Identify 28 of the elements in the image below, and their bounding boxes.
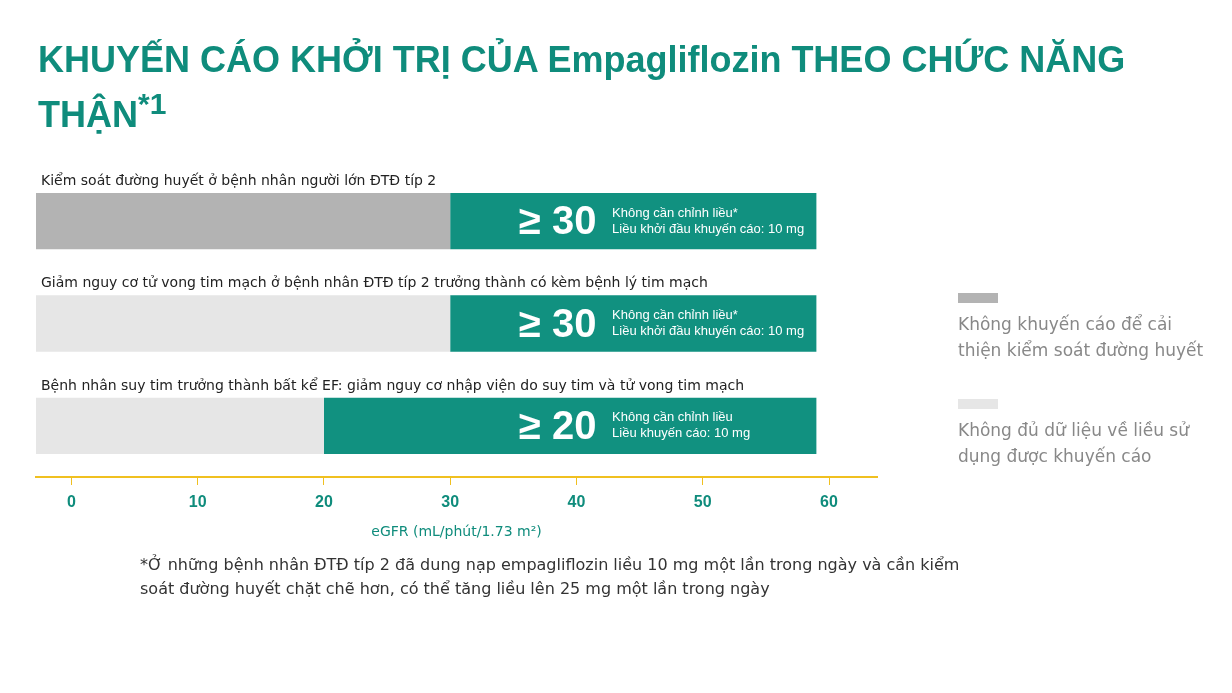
chart-title: KHUYẾN CÁO KHỞI TRỊ CỦA Empagliflozin THEO CHỨC NĂNG THẬN$^{*1}$ (38, 38, 1127, 137)
x-tick-label: 10 (188, 493, 207, 511)
x-tick-label: 60 (820, 493, 839, 511)
bar (323, 397, 817, 454)
legend-label: Không đủ dữ liệu về liều sử dụng được khuyến cáo (958, 419, 1191, 468)
annotation: Không cần chỉnh liều* (612, 204, 738, 220)
x-tick-label: 40 (567, 493, 586, 511)
data-label: ≥ 30 (518, 198, 597, 243)
annotation: Liều khởi đầu khuyến cáo: 10 mg (612, 220, 805, 236)
bar (36, 397, 324, 454)
x-tick-label: 0 (66, 493, 76, 511)
x-axis-title: eGFR (mL/phút/1.73 m²) (371, 523, 542, 540)
legend-label: Không khuyến cáo để cải thiện kiểm soát đường huyết (958, 313, 1205, 362)
y-tick-label: Giảm nguy cơ tử vong tim mạch ở bệnh nhân ĐTĐ típ 2 trưởng thành có kèm bệnh lý tim mạch (41, 274, 708, 291)
annotation: Liều khởi đầu khuyến cáo: 10 mg (612, 323, 805, 339)
x-tick-label: 20 (315, 493, 333, 511)
x-tick-label: 30 (441, 493, 460, 511)
bar (36, 193, 451, 250)
bar (36, 295, 451, 352)
data-label: ≥ 20 (518, 402, 597, 447)
annotation: Không cần chỉnh liều* (612, 307, 738, 323)
text: *Ở những bệnh nhân ĐTĐ típ 2 đã dung nạp empagliflozin liều 10 mg một lần trong ngày và cần kiểm soát đường huyết chặt chẽ hơn, có thể tăng liều lên 25 mg một lần trong ngày (140, 553, 961, 600)
data-label: ≥ 30 (518, 300, 597, 345)
annotation: Không cần chỉnh liều (612, 409, 733, 425)
x-tick-label: 50 (693, 493, 712, 511)
y-tick-label: Kiểm soát đường huyết ở bệnh nhân người lớn ĐTĐ típ 2 (41, 172, 437, 189)
y-tick-label: Bệnh nhân suy tim trưởng thành bất kể EF: giảm nguy cơ nhập viện do suy tim và tử vong tim mạch (41, 376, 745, 393)
annotation: Liều khuyến cáo: 10 mg (612, 425, 751, 441)
